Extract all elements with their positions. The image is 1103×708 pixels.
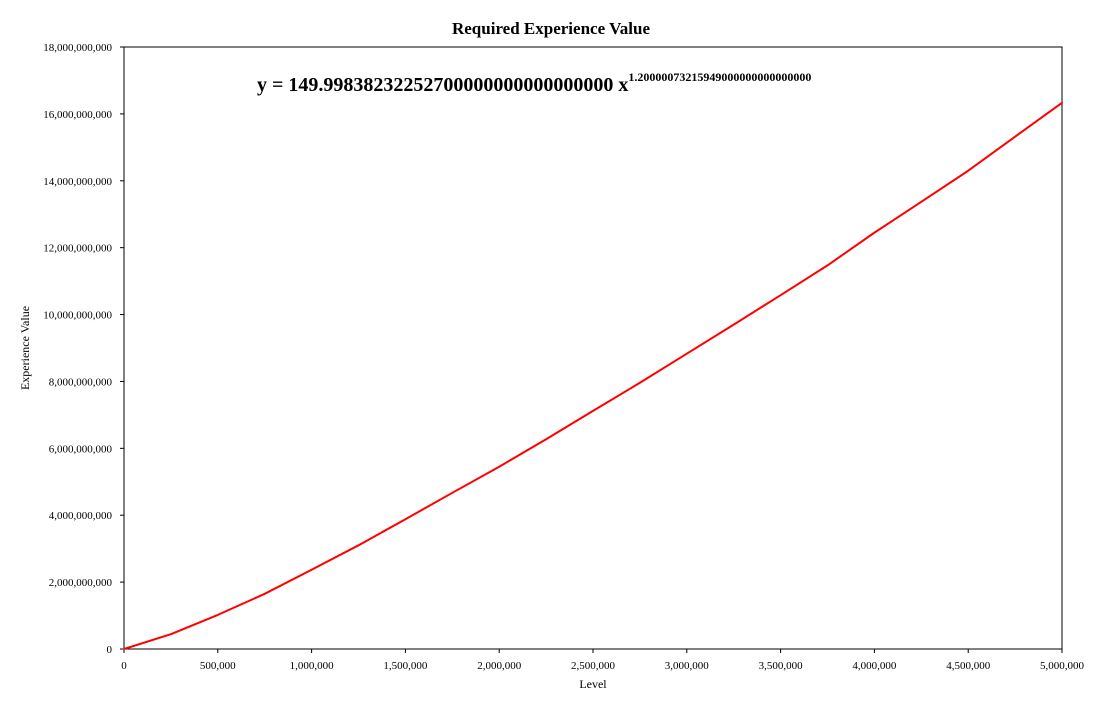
equation-base: y = 149.99838232252700000000000000000 x (257, 74, 628, 96)
y-tick-label: 8,000,000,000 (49, 376, 113, 388)
x-tick-label: 2,000,000 (477, 660, 522, 672)
x-tick-label: 4,000,000 (852, 660, 897, 672)
x-tick-label: 5,000,000 (1040, 660, 1085, 672)
x-tick-label: 4,500,000 (946, 660, 991, 672)
y-tick-label: 12,000,000,000 (43, 243, 112, 255)
x-tick-label: 1,500,000 (383, 660, 428, 672)
x-tick-label: 2,500,000 (571, 660, 616, 672)
x-axis-label: Level (579, 677, 607, 691)
x-tick-label: 1,000,000 (290, 660, 335, 672)
x-axis-ticks: 0 500,000 1,000,000 1,500,000 2,000,000 2,500… (121, 649, 1085, 672)
y-axis-ticks: 0 2,000,000,000 4,000,000,000 6,000,000,000… (43, 42, 124, 656)
y-tick-label: 0 (107, 644, 113, 656)
y-tick-label: 16,000,000,000 (43, 109, 112, 121)
y-axis-label: Experience Value (18, 306, 32, 390)
y-tick-label: 4,000,000,000 (49, 510, 113, 522)
x-tick-label: 0 (121, 660, 127, 672)
series-line-0 (123, 101, 1063, 650)
y-tick-label: 18,000,000,000 (43, 42, 112, 54)
y-tick-label: 6,000,000,000 (49, 443, 113, 455)
chart-title: Required Experience Value (452, 19, 650, 38)
x-tick-label: 500,000 (200, 660, 236, 672)
y-tick-label: 2,000,000,000 (49, 577, 113, 589)
x-tick-label: 3,500,000 (759, 660, 804, 672)
y-tick-label: 14,000,000,000 (43, 176, 112, 188)
equation-annotation: y = 149.99838232252700000000000000000 x1… (257, 70, 811, 96)
equation-exponent: 1.20000073215949000000000000000 (628, 70, 811, 84)
x-tick-label: 3,000,000 (665, 660, 710, 672)
series-layer (123, 101, 1063, 650)
y-tick-label: 10,000,000,000 (43, 310, 112, 322)
